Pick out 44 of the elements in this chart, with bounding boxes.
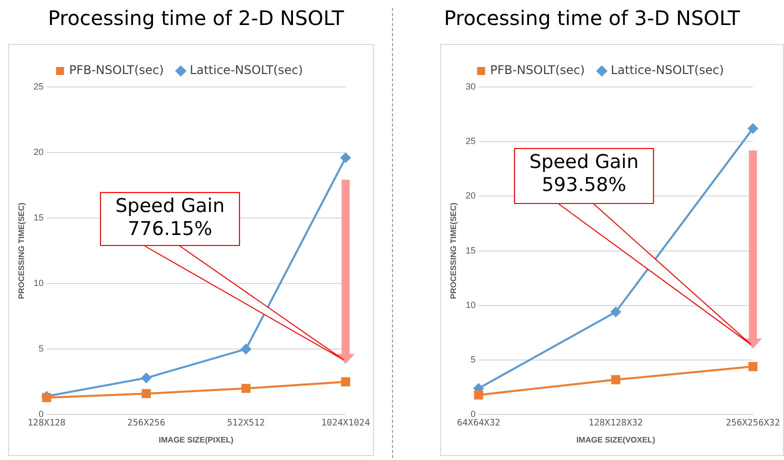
chart-title: Processing time of 2-D NSOLT <box>46 6 346 30</box>
y-tick-label: 0 <box>470 409 476 420</box>
point <box>142 389 151 398</box>
y-axis-title: PROCESSING TIME(SEC) <box>17 202 26 300</box>
y-tick-label: 0 <box>38 409 44 420</box>
x-tick-label: 128X128X32 <box>588 418 643 428</box>
x-tick-label: 512X512 <box>226 418 265 428</box>
annotation: Speed Gain 776.15% <box>100 192 240 246</box>
y-axis-title: PROCESSING TIME(SEC) <box>449 202 458 300</box>
point <box>474 390 484 400</box>
y-tick-label: 15 <box>466 245 476 256</box>
point <box>748 123 758 134</box>
y-tick-label: 5 <box>470 354 476 364</box>
y-tick-label: 20 <box>466 190 476 201</box>
point <box>240 344 251 354</box>
x-tick-label: 128X128 <box>28 418 66 428</box>
point <box>42 393 52 402</box>
chart-title: Processing time of 3-D NSOLT <box>442 6 742 30</box>
y-tick-label: 15 <box>34 212 44 223</box>
y-tick-label: 25 <box>466 136 476 146</box>
y-tick-label: 30 <box>466 81 476 92</box>
point <box>340 152 351 163</box>
y-tick-label: 20 <box>34 147 44 158</box>
y-tick-label: 5 <box>38 344 44 354</box>
point <box>341 377 350 386</box>
legend-label: PFB-NSOLT(sec) <box>490 63 585 78</box>
legend-label: Lattice-NSOLT(sec) <box>610 63 724 78</box>
legend-label: Lattice-NSOLT(sec) <box>190 63 303 78</box>
y-tick-label: 10 <box>34 278 44 288</box>
x-tick-label: 64X64X32 <box>456 418 500 428</box>
x-axis-title: IMAGE SIZE(PIXEL) <box>158 435 234 444</box>
y-tick-label: 10 <box>466 300 476 310</box>
legend-label: PFB-NSOLT(sec) <box>69 63 164 78</box>
x-tick-label: 256X256 <box>127 418 166 428</box>
y-tick-label: 25 <box>34 81 44 92</box>
point <box>748 362 758 372</box>
point <box>610 306 621 317</box>
point <box>611 375 620 384</box>
x-tick-label: 256X256X32 <box>726 418 780 428</box>
x-axis-title: IMAGE SIZE(VOXEL) <box>576 435 656 444</box>
point <box>141 372 152 383</box>
annotation: Speed Gain 593.58% <box>514 148 654 204</box>
x-tick-label: 1024X1024 <box>321 418 370 428</box>
point <box>241 384 250 393</box>
